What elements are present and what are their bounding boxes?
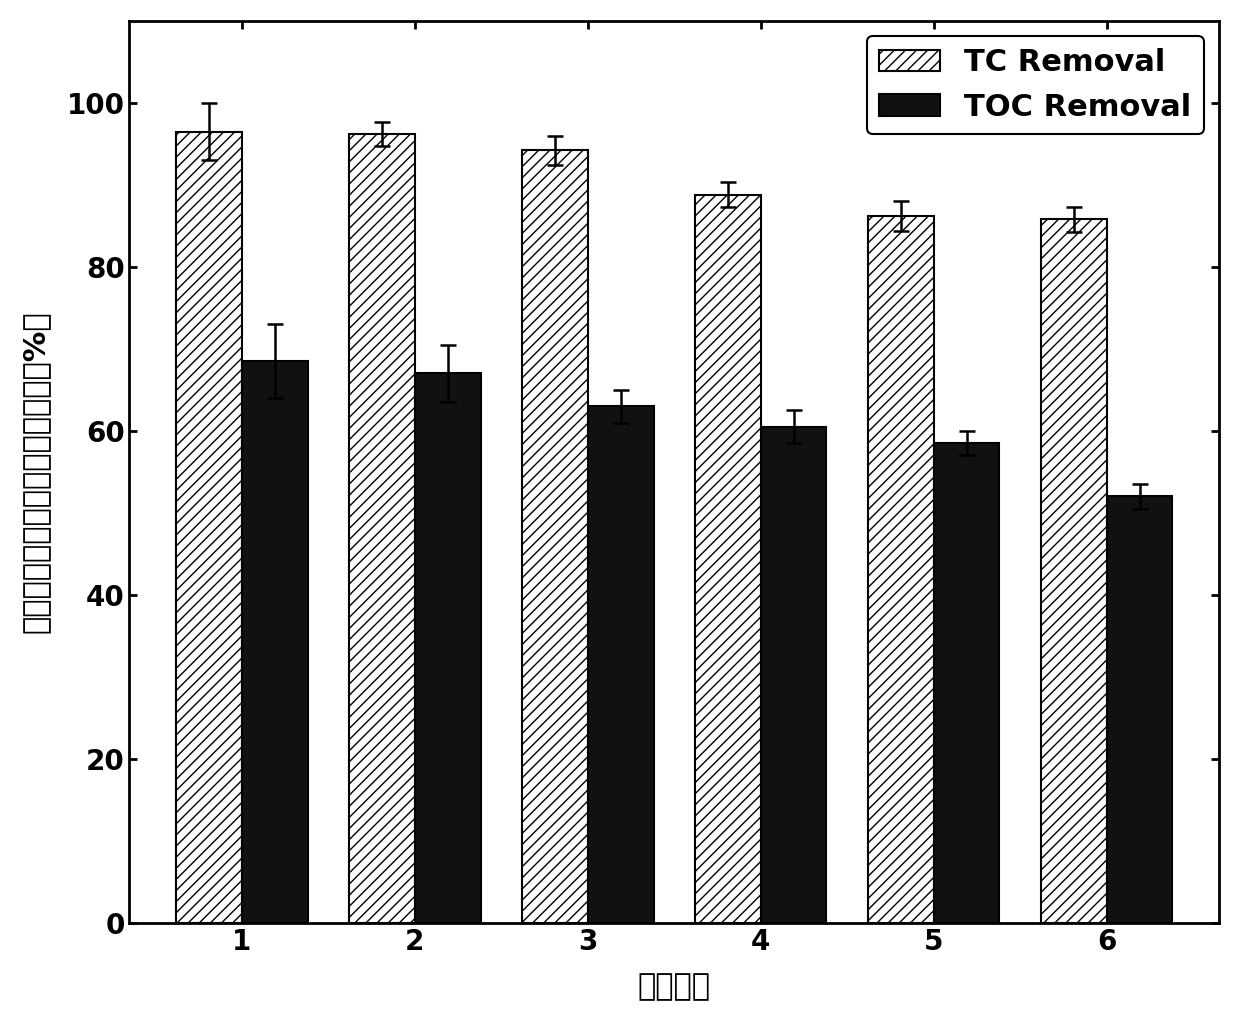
Bar [761,426,827,923]
Legend: TC Removal, TOC Removal: TC Removal, TOC Removal [867,36,1204,134]
Bar [868,216,934,923]
Bar [242,361,308,923]
Bar [415,373,481,923]
Bar [176,132,242,923]
Bar [1042,220,1107,923]
Bar [1107,497,1173,923]
Bar [696,194,761,923]
X-axis label: 循环次数: 循环次数 [637,972,711,1002]
Bar [934,444,999,923]
Bar [588,406,653,923]
Y-axis label: 盐酸四环素和总有机碳的去除率（%）: 盐酸四环素和总有机碳的去除率（%） [21,311,50,633]
Bar [522,150,588,923]
Bar [348,134,415,923]
